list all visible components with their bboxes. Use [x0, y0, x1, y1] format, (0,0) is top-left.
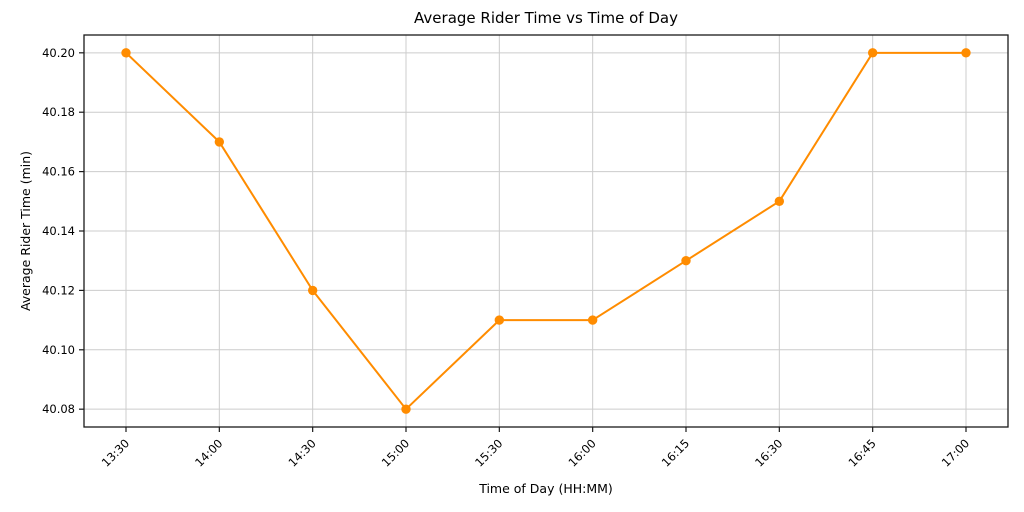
data-point: [774, 196, 785, 207]
y-tick-label: 40.18: [42, 105, 75, 119]
chart-title: Average Rider Time vs Time of Day: [414, 9, 678, 27]
x-tick-label: 17:00: [939, 436, 972, 469]
x-tick-label: 15:00: [379, 436, 412, 469]
data-point: [307, 285, 318, 296]
x-tick-label: 14:00: [192, 436, 225, 469]
data-point: [681, 255, 691, 266]
data-point: [214, 137, 225, 147]
data-line: [125, 51, 967, 411]
x-tick-label: 15:30: [472, 436, 505, 469]
x-tick-label: 13:30: [99, 436, 132, 469]
x-tick-label: 16:00: [565, 436, 598, 469]
y-tick-label: 40.14: [42, 224, 75, 238]
x-tick-label: 14:30: [285, 436, 318, 469]
x-tick-label: 16:45: [845, 436, 878, 469]
y-tick-label: 40.08: [42, 402, 75, 416]
data-point: [867, 48, 878, 58]
y-tick-label: 40.12: [42, 283, 75, 297]
data-point: [121, 48, 131, 58]
data-point: [401, 404, 411, 414]
data-point: [961, 48, 971, 58]
x-tick-label: 16:30: [752, 436, 785, 469]
data-point: [587, 315, 598, 325]
y-tick-label: 40.20: [42, 46, 75, 60]
y-tick-label: 40.10: [42, 343, 75, 357]
x-tick-label: 16:15: [659, 436, 692, 469]
y-tick-label: 40.16: [42, 165, 75, 179]
x-axis-label: Time of Day (HH:MM): [479, 481, 613, 496]
data-point: [494, 315, 505, 325]
